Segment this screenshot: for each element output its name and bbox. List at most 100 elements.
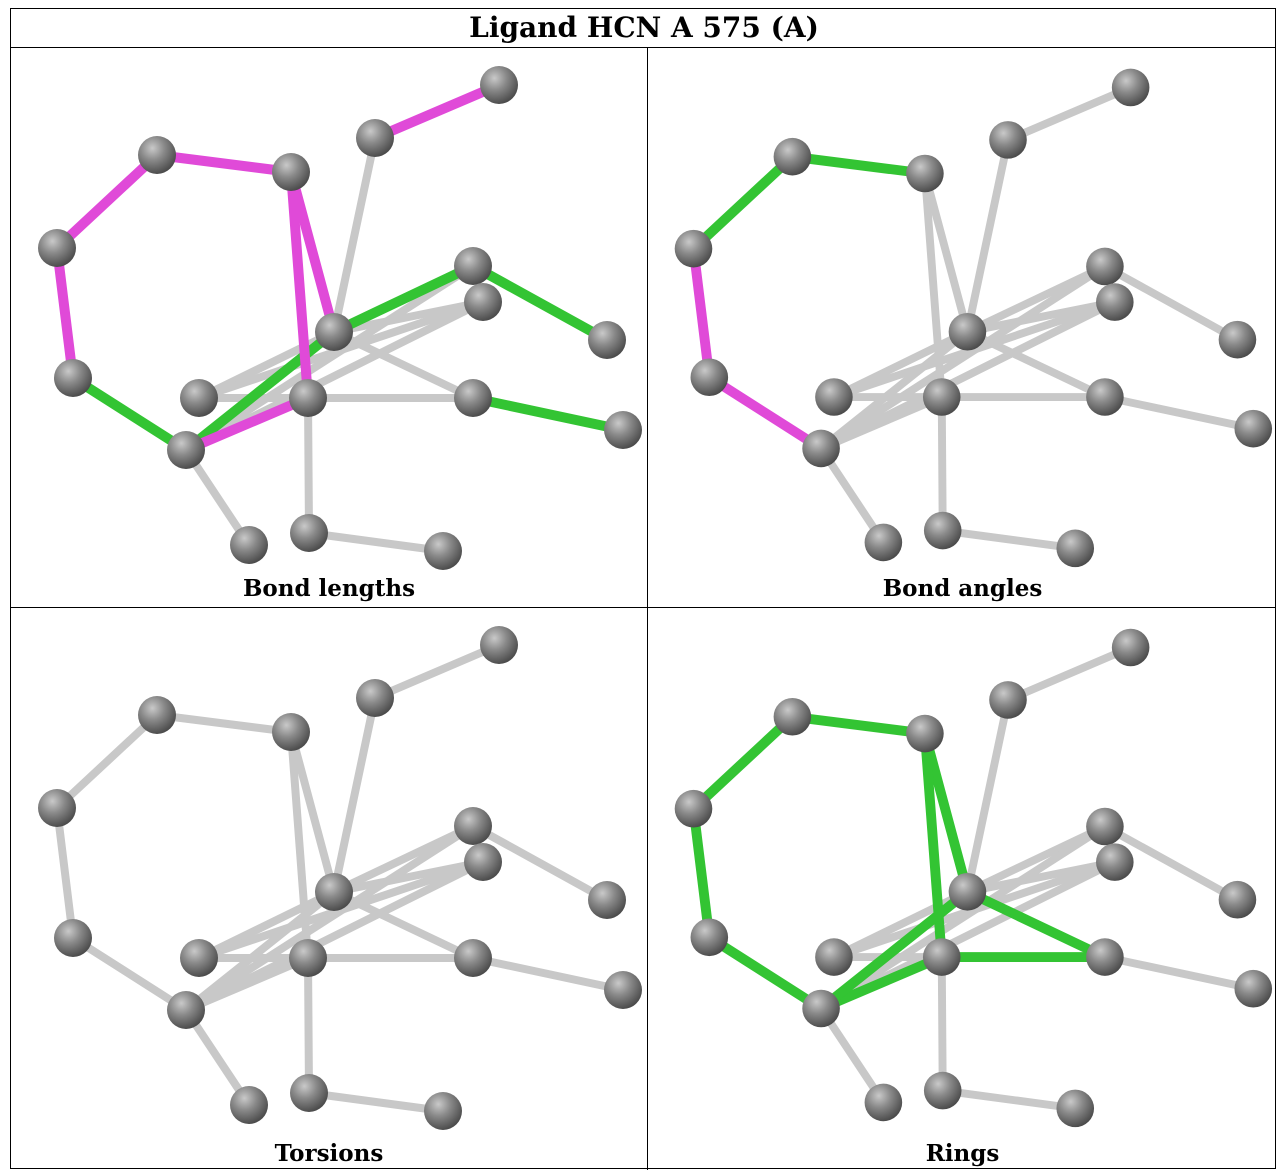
bond [817, 822, 1109, 1013]
bond [920, 169, 972, 336]
atom [424, 1092, 462, 1130]
bond-outlier-green [688, 711, 798, 814]
bond [330, 694, 379, 896]
atom [1096, 843, 1134, 881]
bond-outlier-green [704, 932, 827, 1014]
bond-outlier-green [468, 393, 628, 435]
panel-torsions: Torsions [11, 608, 647, 1168]
atom [989, 121, 1027, 159]
bond [53, 804, 77, 942]
bond [938, 1086, 1080, 1113]
atom [906, 714, 944, 753]
atom [1086, 807, 1124, 846]
atom [1234, 409, 1273, 448]
atom [180, 939, 218, 977]
bond [963, 695, 1012, 896]
atom [1096, 283, 1134, 321]
atom [54, 359, 92, 397]
bond [153, 711, 295, 736]
bond-outlier-pink [52, 150, 162, 253]
atom [290, 514, 328, 552]
atom [1056, 1089, 1095, 1128]
panel-caption: Bond angles [882, 575, 1043, 602]
atom [604, 411, 642, 449]
atom [802, 989, 840, 1028]
atom [989, 681, 1027, 719]
atom [315, 873, 353, 911]
bond-outlier-green [688, 803, 715, 943]
bond [469, 954, 627, 994]
atom [464, 843, 502, 881]
molecule-view-bond-angles [674, 68, 1273, 568]
row-divider [11, 607, 1276, 608]
panel-caption: Torsions [274, 1140, 384, 1167]
bond-outlier-green [688, 151, 798, 254]
bond-outlier-pink [52, 243, 78, 383]
bond-outlier-green [919, 728, 973, 897]
atom [454, 247, 492, 285]
bond [287, 728, 338, 896]
atom [815, 378, 853, 416]
atom [454, 379, 492, 417]
atom [588, 881, 626, 919]
bond [937, 953, 947, 1095]
atom [54, 919, 92, 957]
atom [802, 429, 840, 468]
column-divider [647, 47, 648, 1170]
atom [454, 939, 492, 977]
bond [1100, 393, 1258, 433]
panel-rings: Rings [648, 608, 1276, 1168]
atom [1086, 378, 1124, 416]
bond-outlier-green [68, 373, 191, 455]
bond [938, 526, 1080, 553]
bond [305, 529, 447, 555]
atom [864, 1083, 903, 1122]
bond-outlier-green [816, 952, 947, 1014]
bond-outlier-green [468, 261, 612, 345]
bond [330, 134, 379, 336]
atom [1218, 880, 1257, 919]
atom [1086, 938, 1124, 976]
atom [454, 807, 492, 845]
bond-outlier-pink [704, 372, 827, 454]
figure-frame: Ligand HCN A 575 (A) Bond lengths Bond a… [10, 8, 1276, 1170]
atom [464, 283, 502, 321]
atom [864, 523, 903, 562]
atom [948, 873, 987, 911]
atom [480, 626, 518, 664]
atom [356, 679, 394, 717]
atom [356, 119, 394, 157]
bond-outlier-pink [181, 393, 313, 455]
atom [948, 312, 987, 351]
bond [304, 954, 313, 1097]
atom [588, 321, 626, 359]
bond-outlier-green [329, 261, 478, 337]
atom [230, 526, 268, 564]
atom [604, 971, 642, 1009]
figure-title: Ligand HCN A 575 (A) [469, 11, 819, 44]
bond [53, 711, 161, 812]
molecule-view-torsions [38, 626, 642, 1130]
bond [1004, 643, 1135, 704]
atom [674, 229, 713, 268]
atom [38, 229, 76, 267]
atom [480, 66, 518, 104]
bond-outlier-green [787, 711, 930, 739]
atom [1111, 68, 1150, 107]
bond-outlier-green [816, 886, 973, 1014]
atom [906, 154, 944, 193]
atom [167, 991, 205, 1029]
atom [1086, 247, 1124, 286]
atom [230, 1086, 268, 1124]
atom [167, 431, 205, 469]
atom [38, 789, 76, 827]
bond [817, 298, 1119, 453]
atom [1056, 529, 1095, 568]
bond-outlier-pink [286, 167, 313, 403]
atom [1111, 628, 1150, 667]
bond-outlier-pink [688, 243, 715, 383]
atom [922, 938, 961, 976]
atom [923, 511, 962, 550]
bond [371, 641, 503, 702]
bond [963, 135, 1012, 336]
